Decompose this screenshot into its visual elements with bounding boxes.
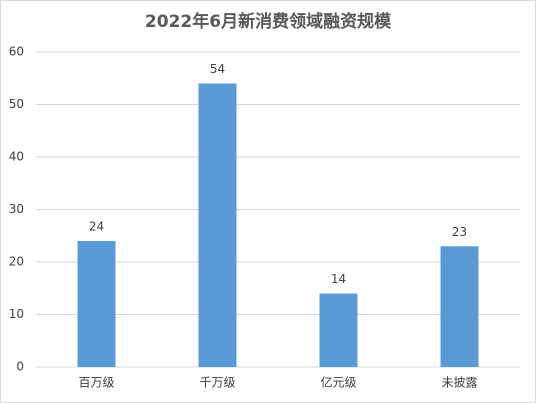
- chart-title: 2022年6月新消费领域融资规模: [145, 11, 392, 32]
- bar: [77, 241, 116, 367]
- x-tick-label: 百万级: [78, 376, 114, 390]
- y-tick-label: 10: [9, 307, 24, 321]
- bar: [440, 246, 479, 367]
- data-label: 14: [331, 272, 346, 286]
- y-tick-label: 40: [9, 150, 24, 164]
- x-tick-label: 亿元级: [320, 375, 356, 390]
- y-tick-label: 20: [9, 255, 24, 269]
- y-tick-label: 30: [9, 202, 24, 216]
- data-label: 54: [210, 62, 225, 76]
- x-tick-label: 千万级: [199, 376, 235, 390]
- data-label: 24: [89, 220, 104, 234]
- bar: [198, 83, 237, 367]
- data-label: 23: [452, 225, 467, 239]
- y-tick-label: 50: [9, 97, 24, 111]
- y-tick-label: 0: [16, 360, 24, 374]
- x-tick-label: 未披露: [441, 376, 477, 390]
- bar: [319, 293, 358, 367]
- y-tick-label: 60: [9, 45, 24, 59]
